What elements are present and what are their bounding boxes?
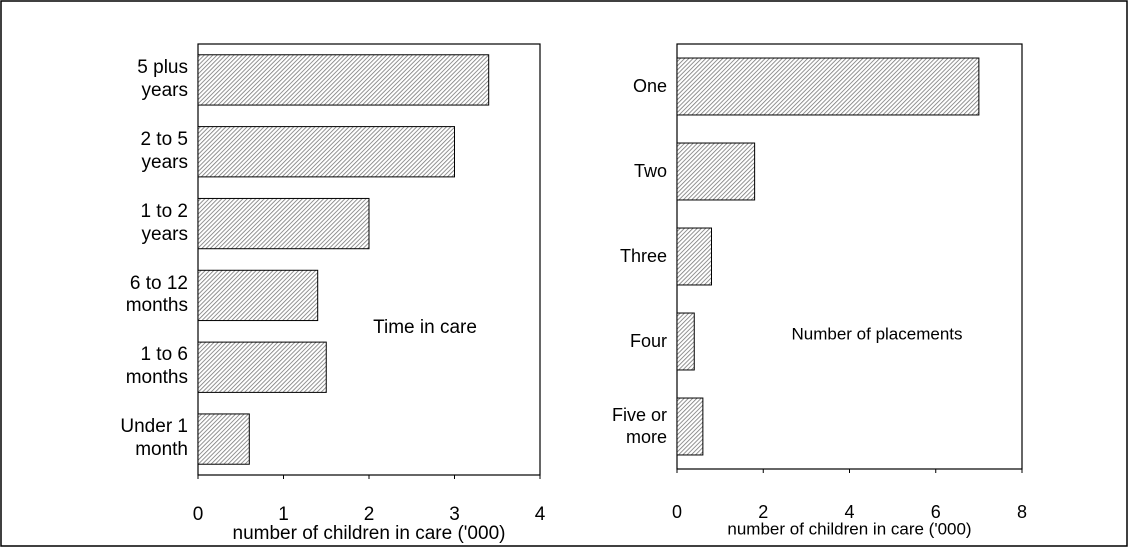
x-tick-label: 0 [193, 504, 204, 525]
x-tick-label: 6 [931, 502, 941, 522]
x-tick-label: 2 [364, 504, 375, 525]
bar [676, 312, 695, 371]
category-label: Three [619, 245, 667, 266]
x-axis-label: number of children in care ('000) [727, 519, 971, 538]
x-axis-label: number of children in care ('000) [233, 523, 506, 544]
x-tick-label: 4 [535, 504, 546, 525]
x-tick-label: 3 [449, 504, 460, 525]
x-tick-label: 8 [1017, 502, 1027, 522]
bar [197, 54, 490, 106]
bar [676, 142, 756, 201]
bar [197, 269, 319, 322]
bar [676, 397, 704, 456]
category-label: 2 to 5 years [140, 128, 188, 173]
category-label: 6 to 12 months [125, 272, 188, 317]
category-label: Five or more [611, 404, 667, 447]
bar [197, 126, 455, 178]
plot-frame [197, 43, 541, 476]
annotation: Number of placements [791, 324, 962, 343]
bar [197, 413, 250, 465]
annotation: Time in care [373, 317, 477, 338]
x-tick-label: 4 [844, 502, 854, 522]
bar [197, 197, 370, 250]
category-label: One [632, 75, 667, 96]
category-label: Under 1 month [120, 416, 188, 461]
category-label: Two [633, 160, 667, 181]
bar [197, 341, 327, 393]
category-label: 5 plus years [137, 57, 188, 101]
bar [676, 227, 712, 286]
x-tick-label: 0 [672, 502, 682, 522]
bar [676, 57, 980, 116]
category-label: 1 to 6 months [125, 344, 188, 389]
x-tick-label: 1 [278, 504, 289, 525]
category-label: Four [629, 330, 667, 351]
x-tick-label: 2 [758, 502, 768, 522]
category-label: 1 to 2 years [140, 200, 188, 245]
